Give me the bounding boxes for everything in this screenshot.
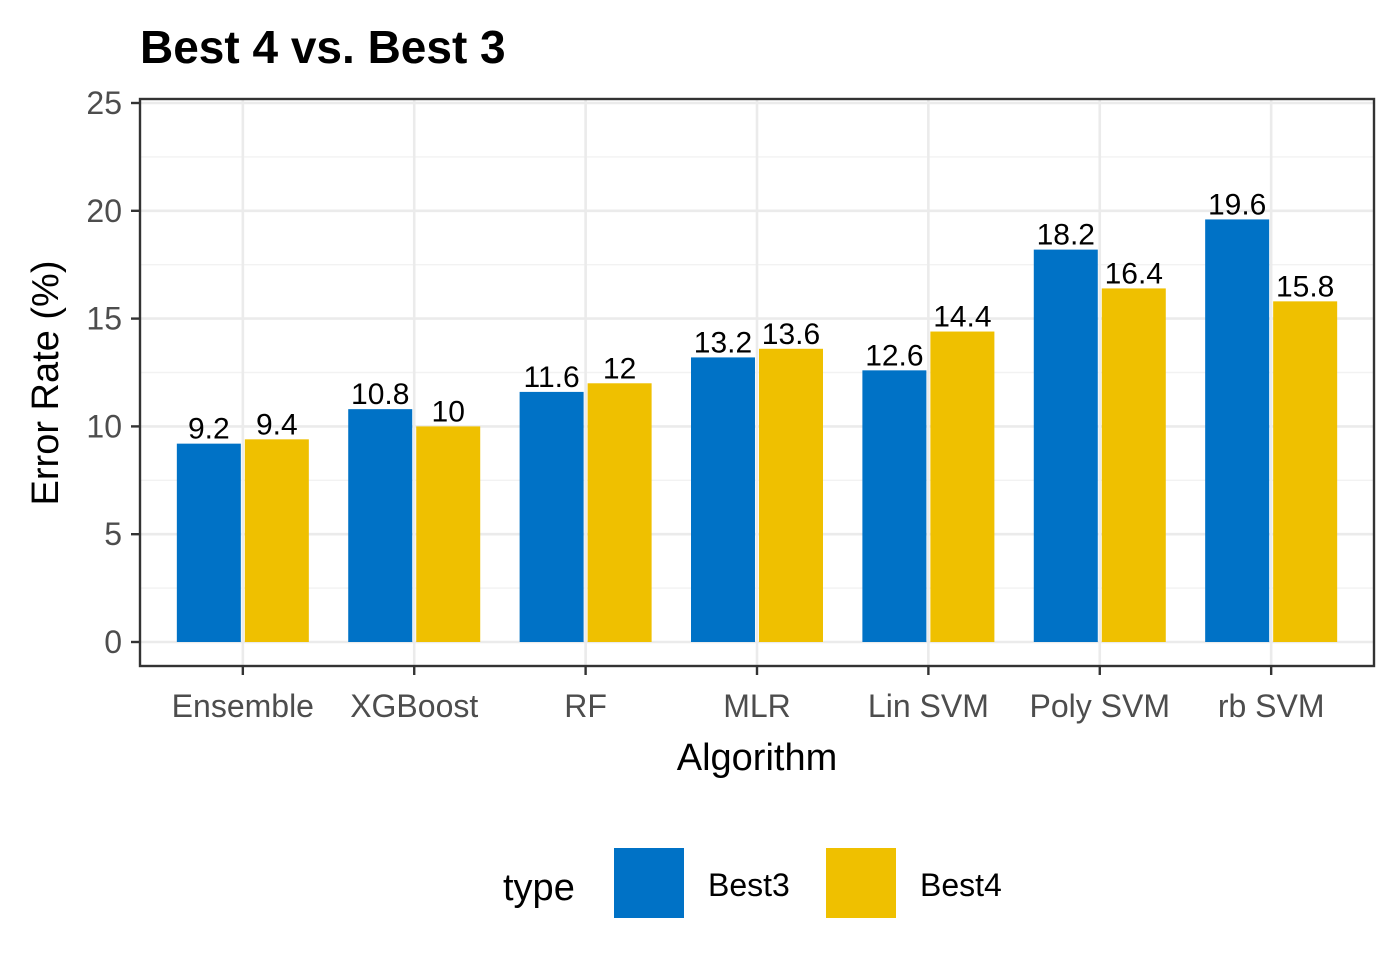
bar-best4-mlr — [759, 348, 823, 642]
legend-key-best4 — [826, 848, 896, 918]
bar-best3-lin-svm — [862, 370, 927, 642]
bar-best4-lin-svm — [930, 331, 995, 642]
x-tick-label: Lin SVM — [868, 688, 989, 724]
bar-best4-ensemble — [244, 439, 309, 642]
bar-best3-xgboost — [348, 409, 413, 642]
data-label: 11.6 — [524, 361, 580, 394]
plot-panel: 9.2 10.8 11.6 13.2 12.6 18.2 19.6 9.4 10 12 13.6 14… — [138, 97, 1376, 668]
data-label: 9.4 — [256, 408, 298, 441]
x-tick-label: Poly SVM — [1030, 688, 1170, 724]
data-label: 12.6 — [865, 339, 923, 372]
bar-best3-ensemble — [176, 443, 241, 642]
legend-label-best4: Best4 — [920, 867, 1002, 903]
y-axis-title: Error Rate (%) — [25, 261, 67, 506]
bar-best3-rf — [519, 391, 584, 642]
chart-title: Best 4 vs. Best 3 — [140, 21, 506, 73]
data-label: 15.8 — [1276, 270, 1334, 303]
data-label: 19.6 — [1208, 188, 1266, 221]
legend-label-best3: Best3 — [708, 867, 790, 903]
data-label: 16.4 — [1105, 257, 1163, 290]
data-label: 10 — [432, 395, 465, 428]
bar-best4-xgboost — [416, 426, 481, 642]
y-tick-label: 10 — [86, 408, 122, 444]
y-tick-label: 20 — [86, 193, 122, 229]
bar-best4-rf — [587, 383, 652, 642]
data-label: 13.6 — [762, 318, 820, 351]
x-axis-title: Algorithm — [677, 737, 838, 779]
bar-best3-mlr — [691, 357, 755, 642]
data-label: 18.2 — [1037, 219, 1095, 252]
bar-best3-rb-svm — [1205, 219, 1270, 642]
y-tick-label: 5 — [104, 516, 122, 552]
data-label: 14.4 — [933, 301, 991, 334]
y-tick-label: 25 — [86, 85, 122, 121]
x-tick-label: XGBoost — [350, 688, 478, 724]
x-tick-label: MLR — [723, 688, 791, 724]
bar-best3-poly-svm — [1033, 249, 1098, 642]
legend: type Best3 Best4 — [503, 848, 1002, 918]
legend-title: type — [503, 867, 575, 909]
x-tick-label: rb SVM — [1218, 688, 1325, 724]
legend-key-best3 — [614, 848, 684, 918]
data-label: 12 — [603, 352, 636, 385]
y-tick-label: 0 — [104, 624, 122, 660]
bar-best4-rb-svm — [1273, 301, 1338, 642]
data-label: 10.8 — [351, 378, 409, 411]
bar-best4-poly-svm — [1101, 288, 1166, 642]
x-tick-label: Ensemble — [172, 688, 314, 724]
x-tick-label: RF — [564, 688, 607, 724]
y-tick-label: 15 — [86, 301, 122, 337]
data-label: 13.2 — [694, 326, 752, 359]
data-label: 9.2 — [188, 413, 230, 446]
